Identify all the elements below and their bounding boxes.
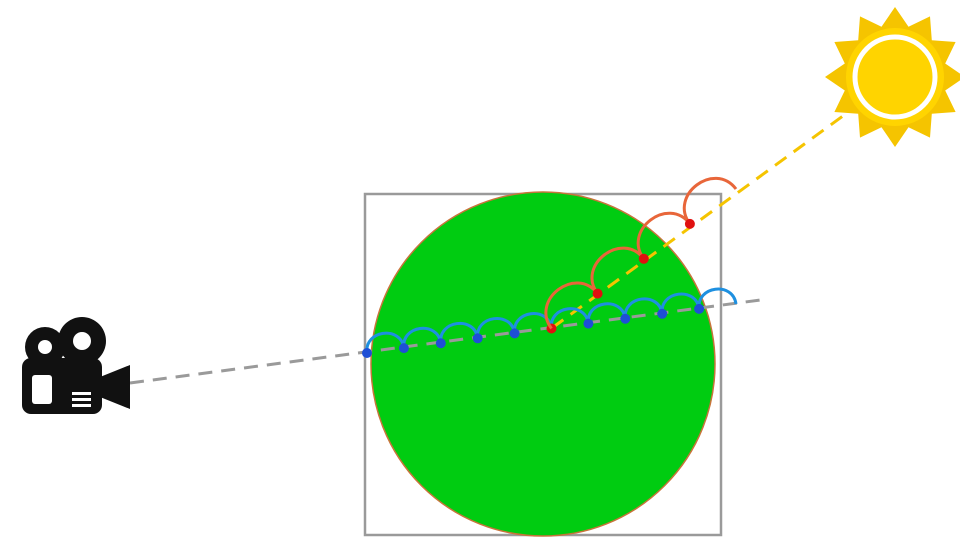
- view-sample-point: [694, 304, 704, 314]
- light-sample-point: [639, 254, 649, 264]
- video-camera-icon: [22, 317, 130, 414]
- view-sample-point: [362, 348, 372, 358]
- view-sample-point: [620, 314, 630, 324]
- view-sample-point: [436, 338, 446, 348]
- light-sample-point: [593, 289, 603, 299]
- view-sample-point: [583, 319, 593, 329]
- sun-icon: [825, 7, 960, 147]
- sphere-volume: [371, 192, 715, 536]
- view-sample-point: [399, 343, 409, 353]
- light-sample-point: [685, 219, 695, 229]
- view-sample-point: [657, 309, 667, 319]
- view-sample-point: [473, 333, 483, 343]
- view-sample-point: [510, 328, 520, 338]
